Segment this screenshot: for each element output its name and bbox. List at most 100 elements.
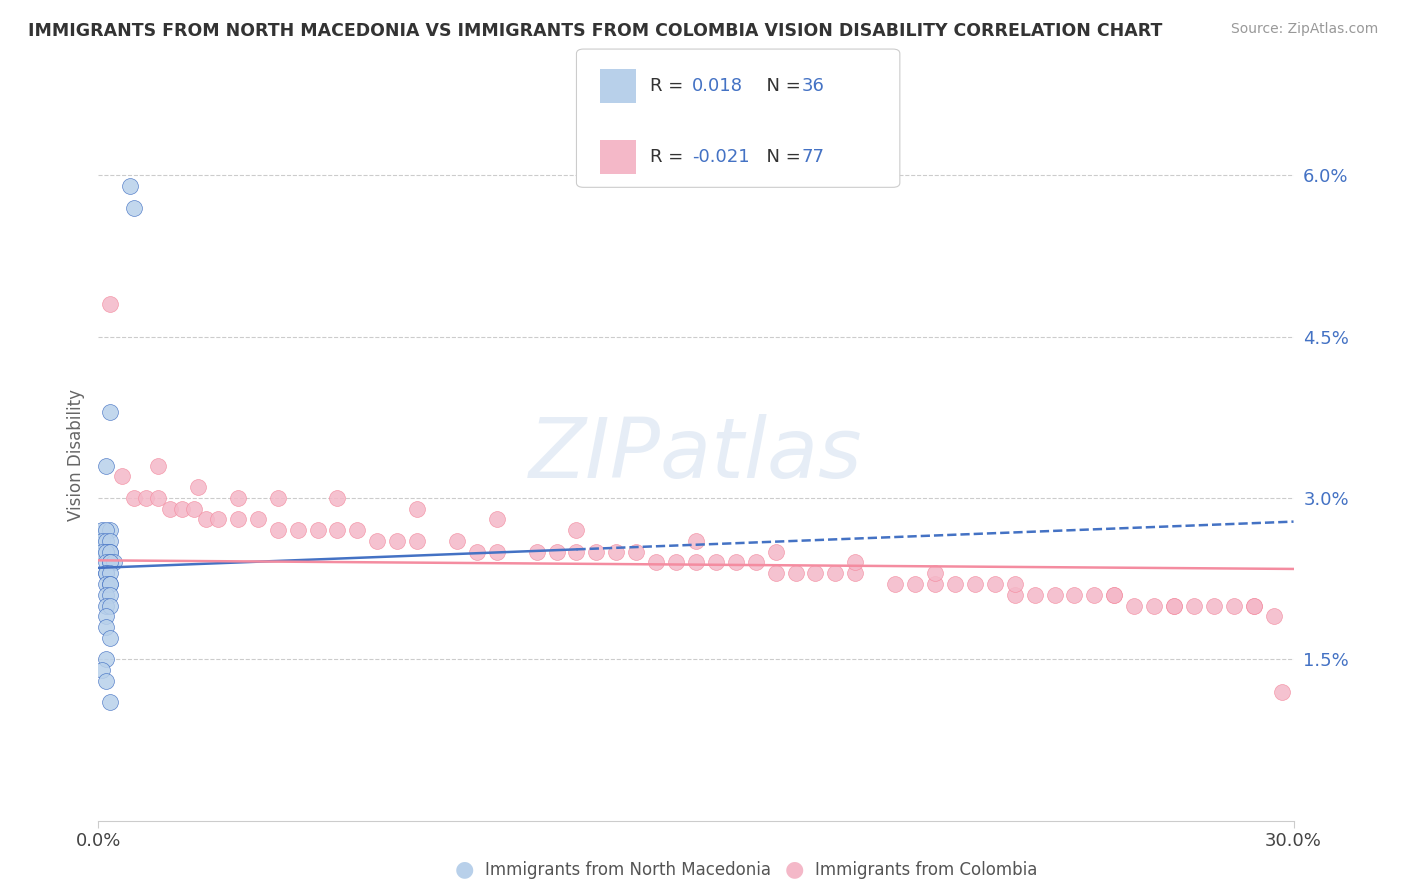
Point (96, 545, 118, 559)
Point (120, 179, 142, 194)
Point (1163, 599, 1185, 613)
Point (546, 545, 568, 559)
Point (626, 545, 648, 559)
Point (267, 491, 290, 505)
Point (1243, 599, 1265, 613)
Text: ●: ● (454, 860, 474, 880)
Point (526, 545, 548, 559)
Point (406, 533, 429, 548)
Point (98, 588, 122, 602)
Point (246, 512, 269, 526)
Text: R =: R = (650, 77, 689, 95)
Text: R =: R = (650, 148, 689, 166)
Point (183, 501, 205, 516)
Text: N =: N = (755, 77, 807, 95)
Point (96, 588, 118, 602)
Point (187, 480, 209, 494)
Point (98, 695, 122, 709)
Point (96, 545, 118, 559)
Point (724, 556, 747, 570)
Point (685, 556, 707, 570)
Point (207, 512, 229, 526)
Point (704, 556, 727, 570)
Text: Source: ZipAtlas.com: Source: ZipAtlas.com (1230, 22, 1378, 37)
Point (824, 566, 846, 581)
Point (1202, 599, 1225, 613)
Point (465, 545, 488, 559)
Point (96, 458, 118, 473)
Point (1182, 599, 1205, 613)
Point (96, 556, 118, 570)
Point (98, 577, 122, 591)
Point (745, 556, 768, 570)
Point (96, 652, 118, 666)
Point (98, 545, 122, 559)
Text: N =: N = (755, 148, 807, 166)
Point (135, 491, 157, 505)
Point (904, 577, 927, 591)
Point (98, 545, 122, 559)
Point (446, 533, 468, 548)
Point (103, 556, 125, 570)
Point (98, 405, 122, 419)
Y-axis label: Vision Disability: Vision Disability (66, 389, 84, 521)
Point (385, 533, 409, 548)
Point (96, 673, 118, 688)
Point (148, 458, 170, 473)
Point (1004, 588, 1026, 602)
Text: Immigrants from North Macedonia: Immigrants from North Macedonia (485, 861, 770, 879)
Text: 77: 77 (801, 148, 824, 166)
Point (984, 577, 1007, 591)
Point (98, 566, 122, 581)
Point (1143, 599, 1166, 613)
Point (96, 533, 118, 548)
Point (91, 523, 114, 537)
Point (1163, 599, 1185, 613)
Point (111, 469, 134, 483)
Point (307, 523, 329, 537)
Point (96, 566, 118, 581)
Text: -0.021: -0.021 (692, 148, 749, 166)
Point (1123, 599, 1146, 613)
Point (148, 491, 170, 505)
Point (685, 533, 707, 548)
Point (96, 577, 118, 591)
Point (1024, 588, 1046, 602)
Text: Immigrants from Colombia: Immigrants from Colombia (815, 861, 1038, 879)
Point (346, 523, 368, 537)
Point (844, 556, 866, 570)
Point (1043, 588, 1066, 602)
Point (91, 545, 114, 559)
Point (96, 599, 118, 613)
Point (1243, 599, 1265, 613)
Point (804, 566, 827, 581)
Text: ●: ● (785, 860, 804, 880)
Point (98, 297, 122, 311)
Point (665, 556, 688, 570)
Point (1223, 599, 1246, 613)
Point (605, 545, 627, 559)
Point (267, 523, 290, 537)
Point (172, 501, 194, 516)
Point (91, 533, 114, 548)
Point (1063, 588, 1085, 602)
Point (1004, 577, 1026, 591)
Point (124, 201, 146, 215)
Point (765, 566, 787, 581)
Point (96, 620, 118, 634)
Point (844, 566, 866, 581)
Point (159, 501, 181, 516)
Point (406, 501, 429, 516)
Point (785, 566, 807, 581)
Point (963, 577, 986, 591)
Point (326, 491, 349, 505)
Point (226, 512, 249, 526)
Point (98, 556, 122, 570)
Point (924, 577, 946, 591)
Point (195, 512, 218, 526)
Point (96, 609, 118, 624)
Point (884, 577, 907, 591)
Point (98, 523, 122, 537)
Point (924, 566, 946, 581)
Point (943, 577, 966, 591)
